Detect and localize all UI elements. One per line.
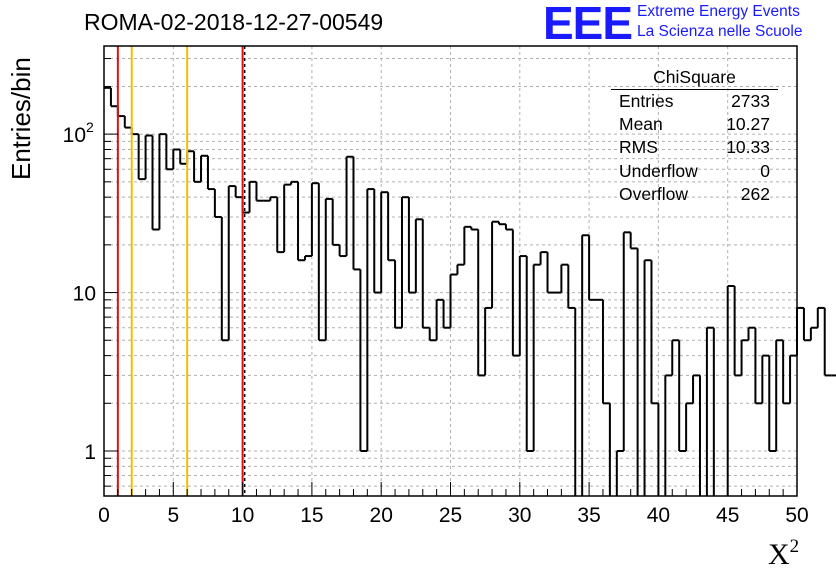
stats-value: 2733	[731, 91, 770, 111]
x-tick-label: 25	[439, 504, 462, 527]
axis-ticks	[103, 58, 798, 496]
stats-label: RMS	[619, 137, 658, 158]
stats-label: Underflow	[619, 160, 698, 181]
stats-row: Overflow 262	[611, 183, 778, 206]
y-axis-label: Entries/bin	[6, 57, 36, 180]
logo-line-2: La Scienza nelle Scuole	[637, 23, 803, 40]
x-tick-label: 45	[716, 504, 739, 527]
logo-line-1: Extreme Energy Events	[637, 3, 800, 20]
stats-label: Mean	[619, 114, 663, 135]
stats-value: 10.33	[726, 137, 770, 158]
x-axis-label-exponent: 2	[789, 536, 800, 557]
stats-value: 10.27	[726, 114, 770, 135]
histogram-bars	[104, 86, 836, 496]
y-tick-label: 1	[84, 441, 96, 464]
x-axis-label-base: X	[768, 538, 790, 571]
x-tick-label: 50	[785, 504, 808, 527]
y-tick-label: 10	[73, 283, 96, 306]
x-tick-label: 0	[98, 504, 110, 527]
stats-row: Mean 10.27	[611, 113, 778, 136]
stats-row: RMS 10.33	[611, 136, 778, 159]
stats-rows: Entries 2733 Mean 10.27 RMS 10.33 Underflow 0 Ov…	[611, 90, 778, 206]
stats-title: ChiSquare	[611, 66, 778, 90]
x-tick-label: 20	[370, 504, 393, 527]
y-tick-label: 10	[63, 124, 86, 147]
grid	[104, 46, 797, 496]
stats-value: 0	[760, 160, 770, 181]
stats-box: ChiSquare Entries 2733 Mean 10.27 RMS 10.33 Un…	[611, 66, 778, 206]
reference-lines	[116, 46, 246, 496]
eee-logo: EEE	[543, 0, 633, 49]
x-tick-label: 40	[647, 504, 670, 527]
stats-label: Entries	[619, 91, 674, 111]
chart-title: ROMA-02-2018-12-27-00549	[84, 9, 384, 35]
stats-row: Underflow 0	[611, 160, 778, 183]
stats-label: Overflow	[619, 183, 689, 204]
x-tick-label: 15	[300, 504, 323, 527]
x-tick-label: 10	[231, 504, 254, 527]
y-tick-exponent: 2	[86, 119, 94, 135]
x-tick-label: 30	[508, 504, 531, 527]
x-axis-label: X2	[768, 536, 799, 572]
stats-value: 262	[740, 183, 770, 204]
x-tick-label: 5	[167, 504, 179, 527]
x-tick-label: 35	[577, 504, 600, 527]
stats-row: Entries 2733	[611, 90, 778, 113]
